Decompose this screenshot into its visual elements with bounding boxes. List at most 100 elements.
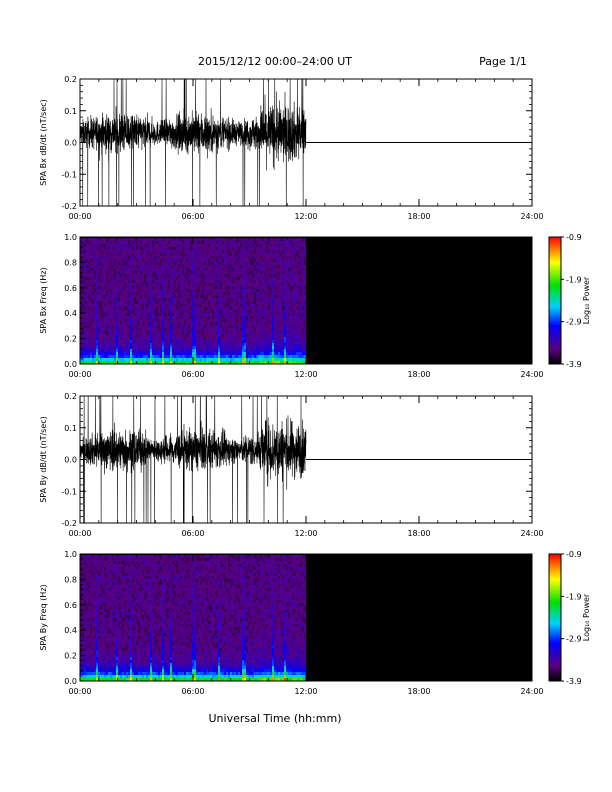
spectrogram-cell [278,247,280,250]
spectrogram-cell [254,331,256,334]
spectrogram-cell [194,331,196,334]
spectrogram-cell [168,247,170,250]
spectrogram-cell [212,241,214,244]
spectrogram-cell [292,361,294,364]
spectrogram-cell [84,289,86,292]
spectrogram-cell [184,316,186,319]
spectrogram-cell [164,301,166,304]
spectrogram-cell [248,310,250,313]
spectrogram-cell [248,331,250,334]
spectrogram-cell [200,313,202,316]
spectrogram-cell [256,316,258,319]
spectrogram-cell [206,238,208,241]
spectrogram-cell [158,343,160,346]
spectrogram-cell [288,352,290,355]
spectrogram-cell [140,295,142,298]
spectrogram-cell [208,286,210,289]
spectrogram-cell [266,346,268,349]
spectrogram-cell [188,283,190,286]
spectrogram-cell [288,268,290,271]
spectrogram-cell [132,334,134,337]
spectrogram-cell [182,298,184,301]
spectrogram-cell [272,295,274,298]
spectrogram-cell [84,322,86,325]
spectrogram-cell [246,292,248,295]
spectrogram-cell [160,307,162,310]
spectrogram-cell [276,286,278,289]
spectrogram-cell [266,301,268,304]
y-axis-label: SPA Bx dB/dt (nT/sec) [39,99,48,186]
spectrogram-cell [188,253,190,256]
spectrogram-cell [254,253,256,256]
spectrogram-cell [248,289,250,292]
spectrogram-cell [242,319,244,322]
spectrogram-cell [222,280,224,283]
spectrogram-cell [124,274,126,277]
spectrogram-cell [242,310,244,313]
spectrogram-cell [214,361,216,364]
spectrogram-cell [300,358,302,361]
spectrogram-cell [246,283,248,286]
spectrogram-cell [256,253,258,256]
spectrogram-cell [264,262,266,265]
spectrogram-cell [168,250,170,253]
spectrogram-cell [80,343,82,346]
spectrogram-cell [146,259,148,262]
spectrogram-cell [278,298,280,301]
spectrogram-cell [128,337,130,340]
spectrogram-cell [88,256,90,259]
spectrogram-cell [244,352,246,355]
spectrogram-cell [148,325,150,328]
spectrogram-cell [176,262,178,265]
spectrogram-cell [198,268,200,271]
spectrogram-cell [224,334,226,337]
spectrogram-cell [172,358,174,361]
spectrogram-cell [132,316,134,319]
spectrogram-cell [124,250,126,253]
spectrogram-cell [266,274,268,277]
spectrogram-cell [168,358,170,361]
spectrogram-cell [104,331,106,334]
spectrogram-cell [194,250,196,253]
spectrogram-cell [112,304,114,307]
spectrogram-cell [170,355,172,358]
spectrogram-cell [260,295,262,298]
spectrogram-cell [282,274,284,277]
spectrogram-cell [156,277,158,280]
spectrogram-cell [160,274,162,277]
spectrogram-cell [110,244,112,247]
spectrogram-cell [244,283,246,286]
spectrogram-cell [244,355,246,358]
spectrogram-cell [246,352,248,355]
spectrogram-cell [214,271,216,274]
spectrogram-cell [80,298,82,301]
spectrogram-cell [228,343,230,346]
spectrogram-cell [178,253,180,256]
spectrogram-cell [182,262,184,265]
spectrogram-cell [116,289,118,292]
spectrogram-cell [212,238,214,241]
spectrogram-cell [96,319,98,322]
spectrogram-cell [278,262,280,265]
spectrogram-cell [214,280,216,283]
spectrogram-cell [298,262,300,265]
spectrogram-cell [206,265,208,268]
spectrogram-cell [288,271,290,274]
spectrogram-cell [224,256,226,259]
spectrogram-cell [158,325,160,328]
spectrogram-cell [188,241,190,244]
spectrogram-cell [238,328,240,331]
spectrogram-cell [244,238,246,241]
spectrogram-cell [114,325,116,328]
spectrogram-cell [250,319,252,322]
spectrogram-cell [256,259,258,262]
spectrogram-cell [136,238,138,241]
spectrogram-cell [116,355,118,358]
spectrogram-cell [154,274,156,277]
spectrogram-cell [82,361,84,364]
spectrogram-cell [128,283,130,286]
spectrogram-cell [112,313,114,316]
spectrogram-cell [144,340,146,343]
spectrogram-cell [152,253,154,256]
spectrogram-cell [172,334,174,337]
